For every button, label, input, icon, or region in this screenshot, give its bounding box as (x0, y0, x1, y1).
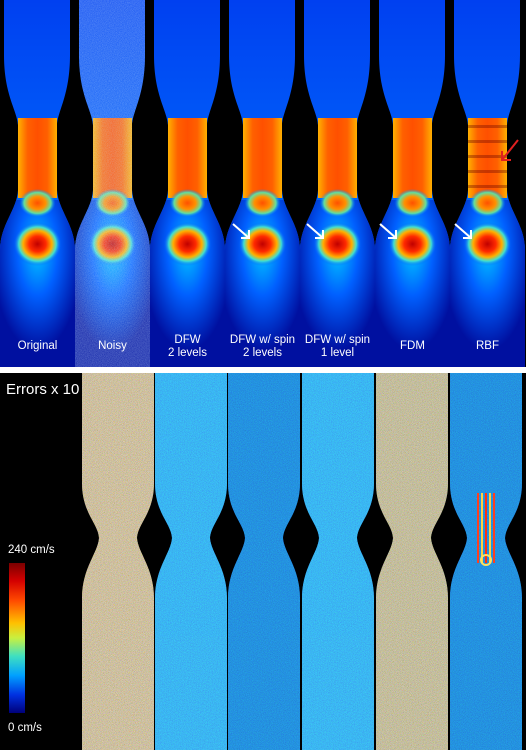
vessel-original (0, 0, 75, 367)
label-rbf: RBF (476, 340, 499, 352)
errors-title: Errors x 10 (6, 381, 80, 398)
red-arrow-icon (501, 139, 519, 161)
vessel-dfw-spin-2-levels (225, 0, 300, 367)
error-map-dfw-2-levels (155, 373, 227, 750)
label-original: Original (17, 340, 58, 352)
error-map-dfw-spin-2-levels (228, 373, 300, 750)
error-map-dfw-spin-1-level (302, 373, 374, 750)
vessel-noisy (75, 0, 150, 367)
error-maps-image (82, 373, 522, 750)
label-noisy: Noisy (98, 340, 127, 352)
label-dfw-2-levels: DFW 2 levels (168, 334, 207, 359)
white-arrow-icon (379, 223, 397, 239)
vessel-fdm (375, 0, 450, 367)
white-arrow-icon (306, 223, 324, 239)
error-maps-panel: Errors x 10 240 cm/s 0 cm/s (0, 373, 526, 750)
colorbar (9, 563, 25, 713)
label-dfw-spin-2-levels: DFW w/ spin 2 levels (229, 334, 296, 359)
velocity-maps-image (0, 0, 526, 367)
colorbar-max-label: 240 cm/s (8, 544, 55, 556)
label-dfw-spin-1-level: DFW w/ spin 1 level (304, 334, 371, 359)
white-arrow-icon (232, 223, 250, 239)
vessel-rbf (450, 0, 525, 367)
label-fdm: FDM (400, 340, 425, 352)
error-map-fdm (376, 373, 448, 750)
colorbar-min-label: 0 cm/s (8, 722, 42, 734)
white-arrow-icon (454, 223, 472, 239)
vessel-dfw-spin-1-level (300, 0, 375, 367)
velocity-maps-panel: Original Noisy DFW 2 levels DFW w/ spin 2 … (0, 0, 526, 367)
vessel-dfw-2-levels (150, 0, 225, 367)
error-map-noisy (82, 373, 154, 750)
error-map-rbf (450, 373, 522, 750)
